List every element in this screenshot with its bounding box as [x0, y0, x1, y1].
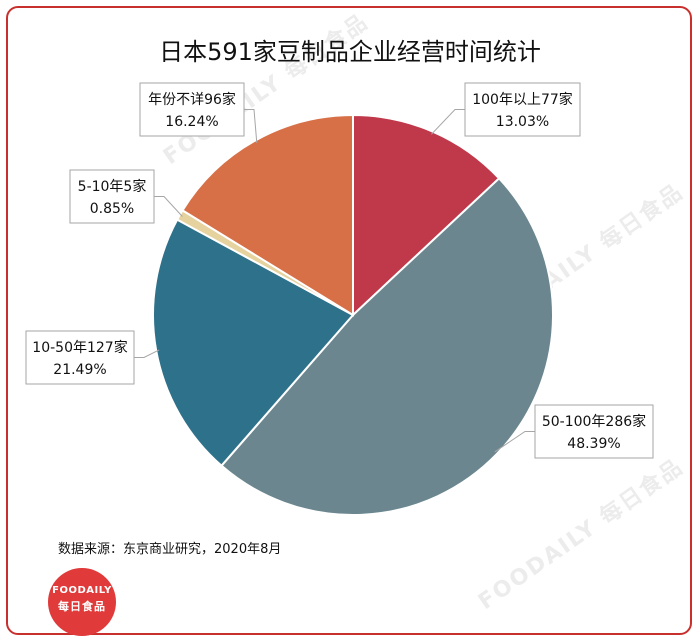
- data-label-box-0: [464, 82, 581, 137]
- data-label-category-1: 50-100年286家: [542, 413, 646, 430]
- watermark-1: FOODAILY 每日食品: [474, 454, 689, 615]
- data-label-category-2: 10-50年127家: [32, 339, 127, 356]
- data-label-box-4: [139, 82, 245, 137]
- pie-slice-4: [181, 113, 354, 317]
- leader-lines: [134, 109, 535, 453]
- source-note: 数据来源：东京商业研究，2020年8月: [58, 542, 282, 557]
- pie-slice-1: [220, 176, 555, 516]
- data-label-percent-4: 16.24%: [165, 114, 218, 130]
- data-label-box-1: [534, 404, 654, 459]
- data-label-category-4: 年份不详96家: [148, 91, 236, 108]
- data-label-category-3: 5-10年5家: [78, 178, 147, 195]
- pie-slices: [152, 113, 555, 516]
- leader-line-0: [431, 109, 465, 135]
- foodaily-logo: FOODAILY 每日食品: [48, 568, 116, 636]
- chart-frame: [6, 6, 692, 635]
- data-label-box-2: [25, 330, 135, 385]
- data-label-percent-3: 0.85%: [90, 201, 134, 217]
- logo-chinese: 每日食品: [58, 600, 106, 613]
- data-label-category-0: 100年以上77家: [472, 91, 573, 108]
- logo-latin: FOODAILY: [52, 585, 112, 596]
- data-label-percent-0: 13.03%: [496, 114, 549, 130]
- leader-line-4: [244, 109, 258, 144]
- data-label-percent-2: 21.49%: [53, 362, 106, 378]
- data-label-box-3: [69, 169, 155, 224]
- leader-line-2: [134, 349, 160, 358]
- pie-slice-2: [152, 218, 355, 468]
- data-labels: 100年以上77家 13.03% 50-100年286家 48.39% 10-50年12…: [25, 82, 654, 459]
- leader-line-3: [154, 196, 183, 217]
- chart-title: 日本591家豆制品企业经营时间统计: [159, 38, 541, 66]
- data-label-percent-1: 48.39%: [567, 436, 620, 452]
- leader-line-1: [494, 431, 535, 453]
- pie-slice-0: [352, 113, 501, 318]
